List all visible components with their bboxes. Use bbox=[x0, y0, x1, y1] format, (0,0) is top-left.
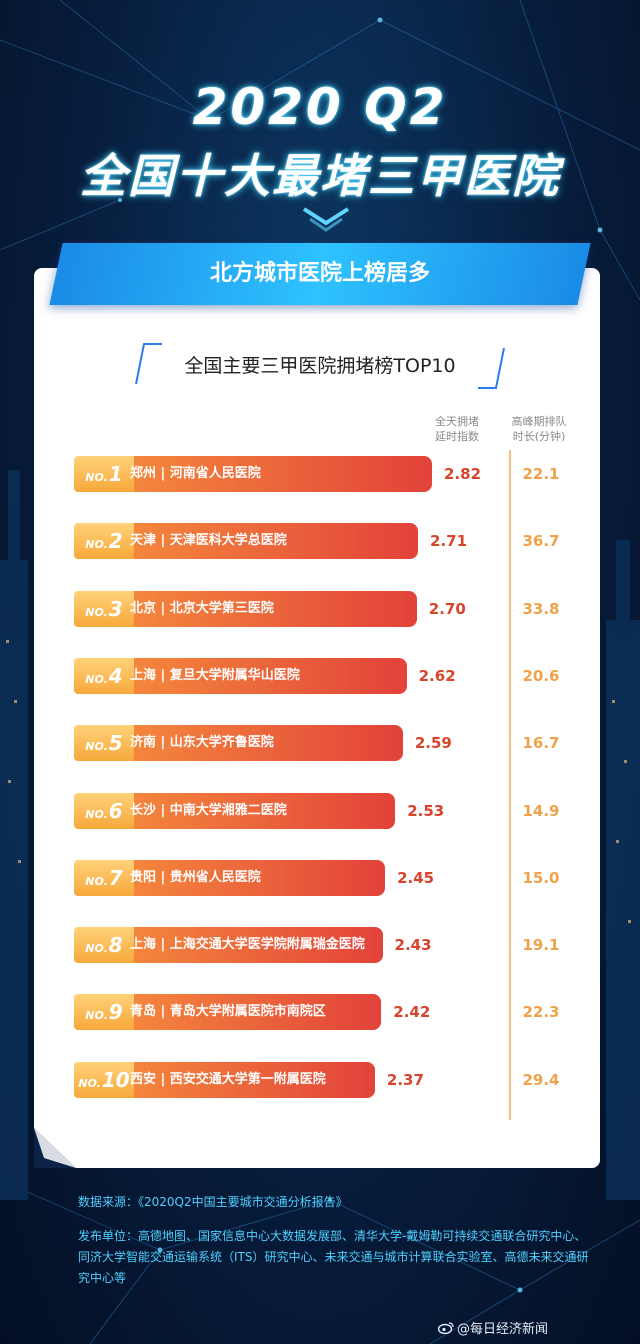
wait-value-label: 20.6 bbox=[522, 666, 560, 685]
index-value-label: 2.70 bbox=[428, 599, 466, 618]
bar-label: 贵阳 | 贵州省人民医院 bbox=[130, 869, 261, 885]
rank-number: 4 bbox=[108, 663, 123, 688]
bar-label: 天津 | 天津医科大学总医院 bbox=[130, 533, 287, 549]
rank-badge: NO.3 bbox=[74, 590, 134, 627]
rank-prefix: NO. bbox=[85, 807, 108, 821]
rank-badge: NO.6 bbox=[74, 792, 134, 829]
index-value-label: 2.37 bbox=[386, 1070, 424, 1089]
rank-badge: NO.4 bbox=[74, 657, 134, 694]
rank-number: 10 bbox=[101, 1067, 130, 1092]
wait-value-label: 15.0 bbox=[522, 868, 560, 887]
column-header-wait: 高峰期排队 时长(分钟) bbox=[511, 415, 567, 443]
index-value-label: 2.45 bbox=[397, 868, 435, 887]
rank-prefix: NO. bbox=[85, 1009, 108, 1023]
rank-prefix: NO. bbox=[85, 942, 108, 956]
column-header-index: 全天拥堵 延时指数 bbox=[435, 415, 479, 443]
chart-row: NO.3 北京 | 北京大学第三医院 2.70 33.8 bbox=[0, 590, 640, 627]
watermark: @每日经济新闻 bbox=[438, 1318, 548, 1337]
chart-row: NO.8 上海 | 上海交通大学医学院附属瑞金医院 2.43 19.1 bbox=[0, 927, 640, 964]
bar-label: 西安 | 西安交通大学第一附属医院 bbox=[130, 1071, 326, 1087]
rank-prefix: NO. bbox=[85, 538, 108, 552]
footer-source: 数据来源：《2020Q2中国主要城市交通分析报告》 bbox=[78, 1195, 348, 1209]
bracket-right-decoration bbox=[478, 347, 505, 389]
weibo-icon bbox=[438, 1322, 454, 1334]
rank-prefix: NO. bbox=[85, 605, 108, 619]
chart-row: NO.6 长沙 | 中南大学湘雅二医院 2.53 14.9 bbox=[0, 792, 640, 829]
bar-label: 上海 | 上海交通大学医学院附属瑞金医院 bbox=[130, 937, 365, 953]
bracket-left-decoration bbox=[135, 343, 162, 385]
chart-title: 全国主要三甲医院拥堵榜TOP10 bbox=[184, 355, 456, 377]
wait-value-label: 29.4 bbox=[522, 1070, 560, 1089]
rank-prefix: NO. bbox=[85, 740, 108, 754]
rank-number: 5 bbox=[108, 731, 123, 756]
bar-label: 郑州 | 河南省人民医院 bbox=[130, 466, 261, 481]
rank-number: 1 bbox=[108, 462, 123, 486]
rank-prefix: NO. bbox=[85, 471, 108, 484]
rank-badge: NO.2 bbox=[74, 523, 134, 560]
bar-mark bbox=[118, 456, 432, 492]
rank-prefix: NO. bbox=[78, 1076, 101, 1090]
bar-label: 长沙 | 中南大学湘雅二医院 bbox=[130, 802, 287, 818]
wait-value-label: 19.1 bbox=[522, 936, 560, 955]
chart-row: NO.9 青岛 | 青岛大学附属医院市南院区 2.42 22.3 bbox=[0, 994, 640, 1031]
bar-mark bbox=[118, 859, 386, 896]
column-divider bbox=[509, 450, 511, 1120]
rank-number: 8 bbox=[108, 933, 123, 958]
rank-prefix: NO. bbox=[85, 874, 108, 888]
rank-badge: NO.5 bbox=[74, 725, 134, 762]
rank-number: 6 bbox=[108, 798, 123, 823]
chart-row: NO.10 西安 | 西安交通大学第一附属医院 2.37 29.4 bbox=[0, 1061, 640, 1098]
bar-label: 青岛 | 青岛大学附属医院市南院区 bbox=[130, 1004, 326, 1020]
chart-row: NO.4 上海 | 复旦大学附属华山医院 2.62 20.6 bbox=[0, 657, 640, 694]
index-value-label: 2.43 bbox=[394, 936, 432, 955]
bar-label: 北京 | 北京大学第三医院 bbox=[130, 600, 274, 616]
bar-mark bbox=[118, 792, 396, 829]
rank-badge: NO.10 bbox=[74, 1061, 134, 1098]
bar-mark bbox=[118, 1061, 375, 1098]
wait-value-label: 22.3 bbox=[522, 1003, 560, 1022]
chevron-down-icon bbox=[302, 207, 350, 232]
rank-badge: NO.8 bbox=[74, 927, 134, 964]
wait-value-label: 14.9 bbox=[522, 801, 560, 820]
bar-label: 上海 | 复旦大学附属华山医院 bbox=[130, 667, 300, 683]
index-value-label: 2.59 bbox=[414, 734, 452, 753]
headline-year: 2020 Q2 bbox=[192, 78, 448, 136]
wait-value-label: 33.8 bbox=[522, 599, 560, 618]
rank-number: 3 bbox=[108, 596, 123, 621]
rank-number: 2 bbox=[108, 529, 123, 554]
headline-title: 全国十大最堵三甲医院 bbox=[80, 149, 560, 203]
chart-card bbox=[34, 268, 600, 1168]
chart-row: NO.1 郑州 | 河南省人民医院 2.82 22.1 bbox=[0, 456, 640, 492]
index-value-label: 2.71 bbox=[430, 532, 468, 551]
rank-number: 9 bbox=[108, 1000, 123, 1025]
index-value-label: 2.82 bbox=[444, 465, 482, 483]
index-value-label: 2.42 bbox=[393, 1003, 431, 1022]
chart-row: NO.2 天津 | 天津医科大学总医院 2.71 36.7 bbox=[0, 523, 640, 560]
rank-number: 7 bbox=[108, 865, 123, 890]
index-value-label: 2.62 bbox=[418, 666, 456, 685]
bar-mark bbox=[118, 994, 382, 1031]
bar-mark bbox=[118, 590, 417, 627]
page-curl-decoration bbox=[34, 1128, 76, 1168]
wait-value-label: 22.1 bbox=[522, 465, 560, 483]
bar-mark bbox=[118, 725, 403, 762]
bar-mark bbox=[118, 927, 383, 964]
chart-row: NO.5 济南 | 山东大学齐鲁医院 2.59 16.7 bbox=[0, 725, 640, 762]
wait-value-label: 36.7 bbox=[522, 532, 560, 551]
watermark-text: @每日经济新闻 bbox=[457, 1322, 549, 1337]
wait-value-label: 16.7 bbox=[522, 734, 560, 753]
chart-row: NO.7 贵阳 | 贵州省人民医院 2.45 15.0 bbox=[0, 859, 640, 896]
index-value-label: 2.53 bbox=[407, 801, 445, 820]
rank-badge: NO.7 bbox=[74, 859, 134, 896]
rank-badge: NO.1 bbox=[74, 456, 134, 492]
footer-publisher: 发布单位：高德地图、国家信息中心大数据发展部、清华大学-戴姆勒可持续交通联合研究… bbox=[78, 1229, 589, 1285]
bar-mark bbox=[118, 523, 419, 560]
banner-title: 北方城市医院上榜居多 bbox=[209, 261, 430, 286]
bar-mark bbox=[118, 657, 407, 694]
rank-prefix: NO. bbox=[85, 672, 108, 686]
bar-label: 济南 | 山东大学齐鲁医院 bbox=[130, 735, 274, 751]
rank-badge: NO.9 bbox=[74, 994, 134, 1031]
